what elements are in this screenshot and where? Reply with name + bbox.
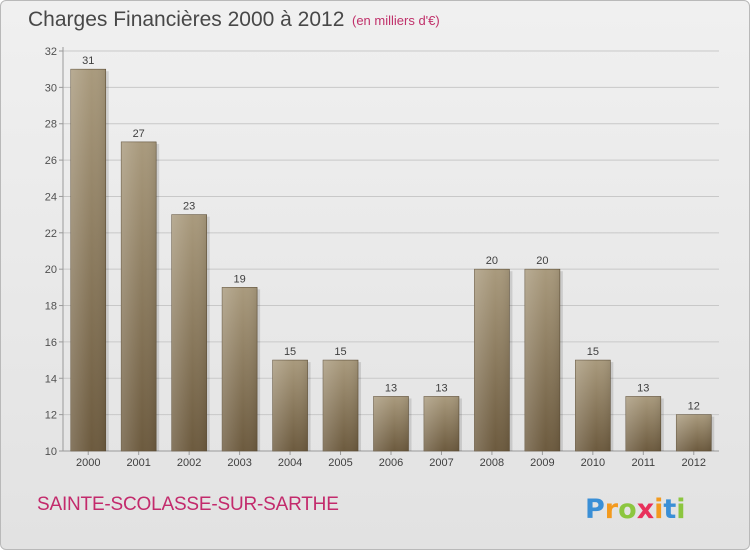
data-label: 19 <box>233 273 245 285</box>
bar-highlight <box>373 396 409 451</box>
y-tick-label: 10 <box>45 446 57 458</box>
y-tick-label: 14 <box>45 373 57 385</box>
bar-highlight <box>222 287 258 451</box>
bar-highlight <box>625 396 661 451</box>
bar-highlight <box>70 69 106 451</box>
commune-name: SAINTE-SCOLASSE-SUR-SARTHE <box>37 494 339 515</box>
labels: 10 12 14 16 18 20 22 24 26 28 30 32 31 2000 27 2001 23 20… <box>45 46 706 469</box>
x-tick-label: 2000 <box>76 457 100 469</box>
x-tick-label: 2004 <box>278 457 302 469</box>
x-tick-label: 2008 <box>480 457 504 469</box>
bar-highlight <box>676 414 712 451</box>
y-tick-label: 20 <box>45 264 57 276</box>
x-tick-label: 2006 <box>379 457 403 469</box>
x-tick-label: 2003 <box>227 457 251 469</box>
chart-title: Charges Financières 2000 à 2012 <box>28 8 345 31</box>
bar-highlight <box>423 396 459 451</box>
y-tick-label: 32 <box>45 46 57 58</box>
bar-highlight <box>323 360 359 451</box>
bars <box>70 68 715 452</box>
svg-text:Proxiti: Proxiti <box>585 494 686 525</box>
data-label: 13 <box>637 382 649 394</box>
x-tick-label: 2005 <box>328 457 352 469</box>
y-tick-label: 16 <box>45 337 57 349</box>
y-tick-label: 30 <box>45 82 57 94</box>
y-tick-label: 12 <box>45 410 57 422</box>
data-label: 15 <box>587 346 599 358</box>
y-tick-label: 22 <box>45 228 57 240</box>
proxiti-logo: Proxiti <box>585 494 686 525</box>
gridlines <box>63 50 719 416</box>
x-tick-label: 2009 <box>530 457 554 469</box>
bar-highlight <box>171 214 207 451</box>
data-label: 27 <box>133 128 145 140</box>
bar-highlight <box>575 360 611 451</box>
data-label: 20 <box>486 255 498 267</box>
x-tick-label: 2010 <box>581 457 605 469</box>
data-label: 15 <box>284 346 296 358</box>
bar-highlight <box>272 360 308 451</box>
bar-highlight <box>121 141 157 451</box>
bar-highlight <box>474 269 510 451</box>
x-tick-label: 2002 <box>177 457 201 469</box>
chart-unit-note: (en milliers d'€) <box>352 13 440 28</box>
x-tick-label: 2007 <box>429 457 453 469</box>
bar-highlight <box>524 269 560 451</box>
y-tick-label: 18 <box>45 301 57 313</box>
data-label: 13 <box>385 382 397 394</box>
data-label: 20 <box>536 255 548 267</box>
data-label: 15 <box>334 346 346 358</box>
data-label: 12 <box>688 401 700 413</box>
y-tick-label: 28 <box>45 119 57 131</box>
data-label: 31 <box>82 55 94 67</box>
data-label: 13 <box>435 382 447 394</box>
data-label: 23 <box>183 201 195 213</box>
y-tick-label: 24 <box>45 191 57 203</box>
y-tick-label: 26 <box>45 155 57 167</box>
x-tick-label: 2012 <box>682 457 706 469</box>
x-tick-label: 2001 <box>126 457 150 469</box>
x-tick-label: 2011 <box>631 457 655 469</box>
